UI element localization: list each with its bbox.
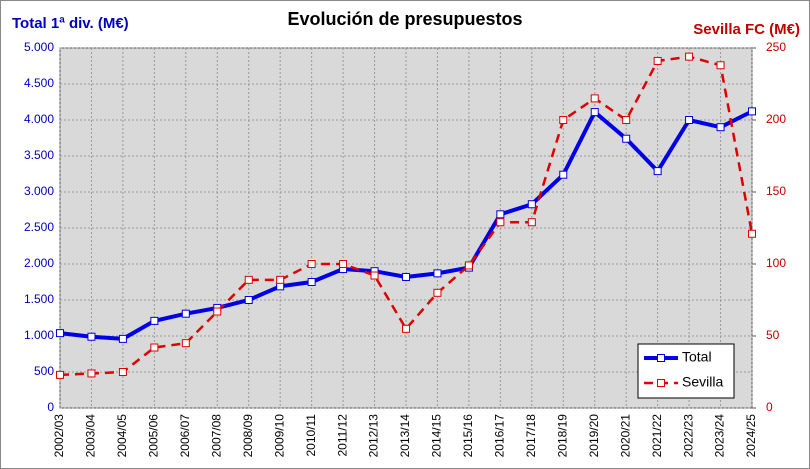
point-marker [622, 116, 631, 124]
y-axis-label: Total 1ª div. (M€) [12, 15, 129, 32]
y-tick-label: 5.000 [24, 40, 54, 54]
x-tick-label: 2014/15 [430, 414, 444, 458]
legend-box [637, 343, 735, 399]
point-marker [496, 210, 505, 219]
point-marker [433, 269, 442, 278]
point-marker [213, 307, 222, 316]
point-marker [559, 170, 568, 179]
x-tick-label: 2016/17 [493, 414, 507, 458]
y-tick-label: 500 [34, 364, 54, 378]
x-tick-label: 2012/13 [367, 414, 381, 458]
y-tick-label: 1.500 [24, 292, 54, 306]
chart-title: Evolución de presupuestos [287, 9, 522, 29]
point-marker [276, 275, 285, 284]
x-tick-label: 2006/07 [178, 414, 192, 458]
x-tick-label: 2021/22 [650, 414, 664, 458]
x-tick-label: 2009/10 [272, 414, 286, 458]
x-tick-label: 2002/03 [52, 414, 66, 458]
point-marker [590, 108, 599, 117]
point-marker [150, 316, 159, 325]
legend-marker [657, 379, 665, 387]
point-marker [402, 324, 410, 333]
point-marker [716, 123, 725, 132]
x-tick-label: 2003/04 [84, 414, 98, 458]
point-marker [527, 218, 536, 227]
x-tick-label: 2018/19 [555, 414, 569, 458]
point-marker [56, 329, 64, 338]
point-marker [276, 282, 285, 291]
point-marker [181, 339, 190, 348]
point-marker [118, 334, 127, 343]
y2-axis-label: Sevilla FC (M€) [693, 21, 800, 38]
point-marker [653, 56, 662, 65]
x-tick-label: 2022/23 [681, 414, 695, 458]
y2-tick-label: 100 [766, 256, 786, 270]
point-marker [370, 271, 379, 280]
point-marker [339, 260, 348, 268]
y2-tick-label: 50 [766, 328, 780, 342]
y2-tick-label: 200 [766, 112, 786, 126]
x-tick-label: 2005/06 [147, 414, 161, 458]
point-marker [56, 370, 64, 379]
point-marker [307, 278, 316, 286]
x-tick-label: 2011/12 [335, 414, 349, 457]
point-marker [244, 296, 253, 304]
x-tick-label: 2004/05 [115, 414, 129, 458]
point-marker [433, 288, 442, 297]
point-marker [653, 167, 662, 176]
y-tick-label: 3.000 [24, 184, 54, 198]
y-tick-label: 2.500 [24, 220, 54, 234]
point-marker [685, 116, 694, 124]
point-marker [716, 61, 725, 70]
x-tick-label: 2010/11 [304, 414, 318, 457]
y-tick-label: 4.000 [24, 112, 54, 126]
x-tick-label: 2008/09 [241, 414, 255, 458]
y-tick-label: 2.000 [24, 256, 54, 270]
legend-marker [657, 354, 665, 362]
x-tick-label: 2023/24 [713, 414, 727, 458]
point-marker [559, 116, 568, 124]
x-tick-label: 2015/16 [461, 414, 475, 458]
point-marker [150, 343, 159, 352]
point-marker [307, 260, 316, 268]
x-tick-label: 2007/08 [209, 414, 223, 458]
y2-tick-label: 250 [766, 40, 786, 54]
point-marker [87, 369, 96, 378]
point-marker [118, 368, 127, 376]
y2-tick-label: 0 [766, 400, 773, 414]
series-line [59, 55, 754, 377]
point-marker [87, 332, 96, 341]
point-marker [685, 52, 694, 61]
point-marker [402, 272, 410, 281]
x-tick-label: 2019/20 [587, 414, 601, 458]
point-marker [527, 200, 536, 209]
point-marker [748, 229, 756, 238]
y-tick-label: 1.000 [24, 328, 54, 342]
y-tick-label: 3.500 [24, 148, 54, 162]
point-marker [181, 309, 190, 318]
y-tick-label: 0 [47, 400, 54, 414]
x-tick-label: 2017/18 [524, 414, 538, 458]
y2-tick-label: 150 [766, 184, 786, 198]
point-marker [748, 107, 756, 116]
point-marker [244, 275, 253, 284]
y-tick-label: 4.500 [24, 76, 54, 90]
x-tick-label: 2020/21 [618, 414, 632, 458]
point-marker [496, 218, 505, 227]
x-tick-label: 2013/14 [398, 414, 412, 458]
point-marker [622, 134, 631, 143]
x-tick-label: 2024/25 [744, 414, 758, 458]
legend-label: Total [682, 349, 712, 365]
point-marker [590, 94, 599, 103]
point-marker [464, 261, 473, 270]
legend-label: Sevilla [682, 374, 723, 390]
